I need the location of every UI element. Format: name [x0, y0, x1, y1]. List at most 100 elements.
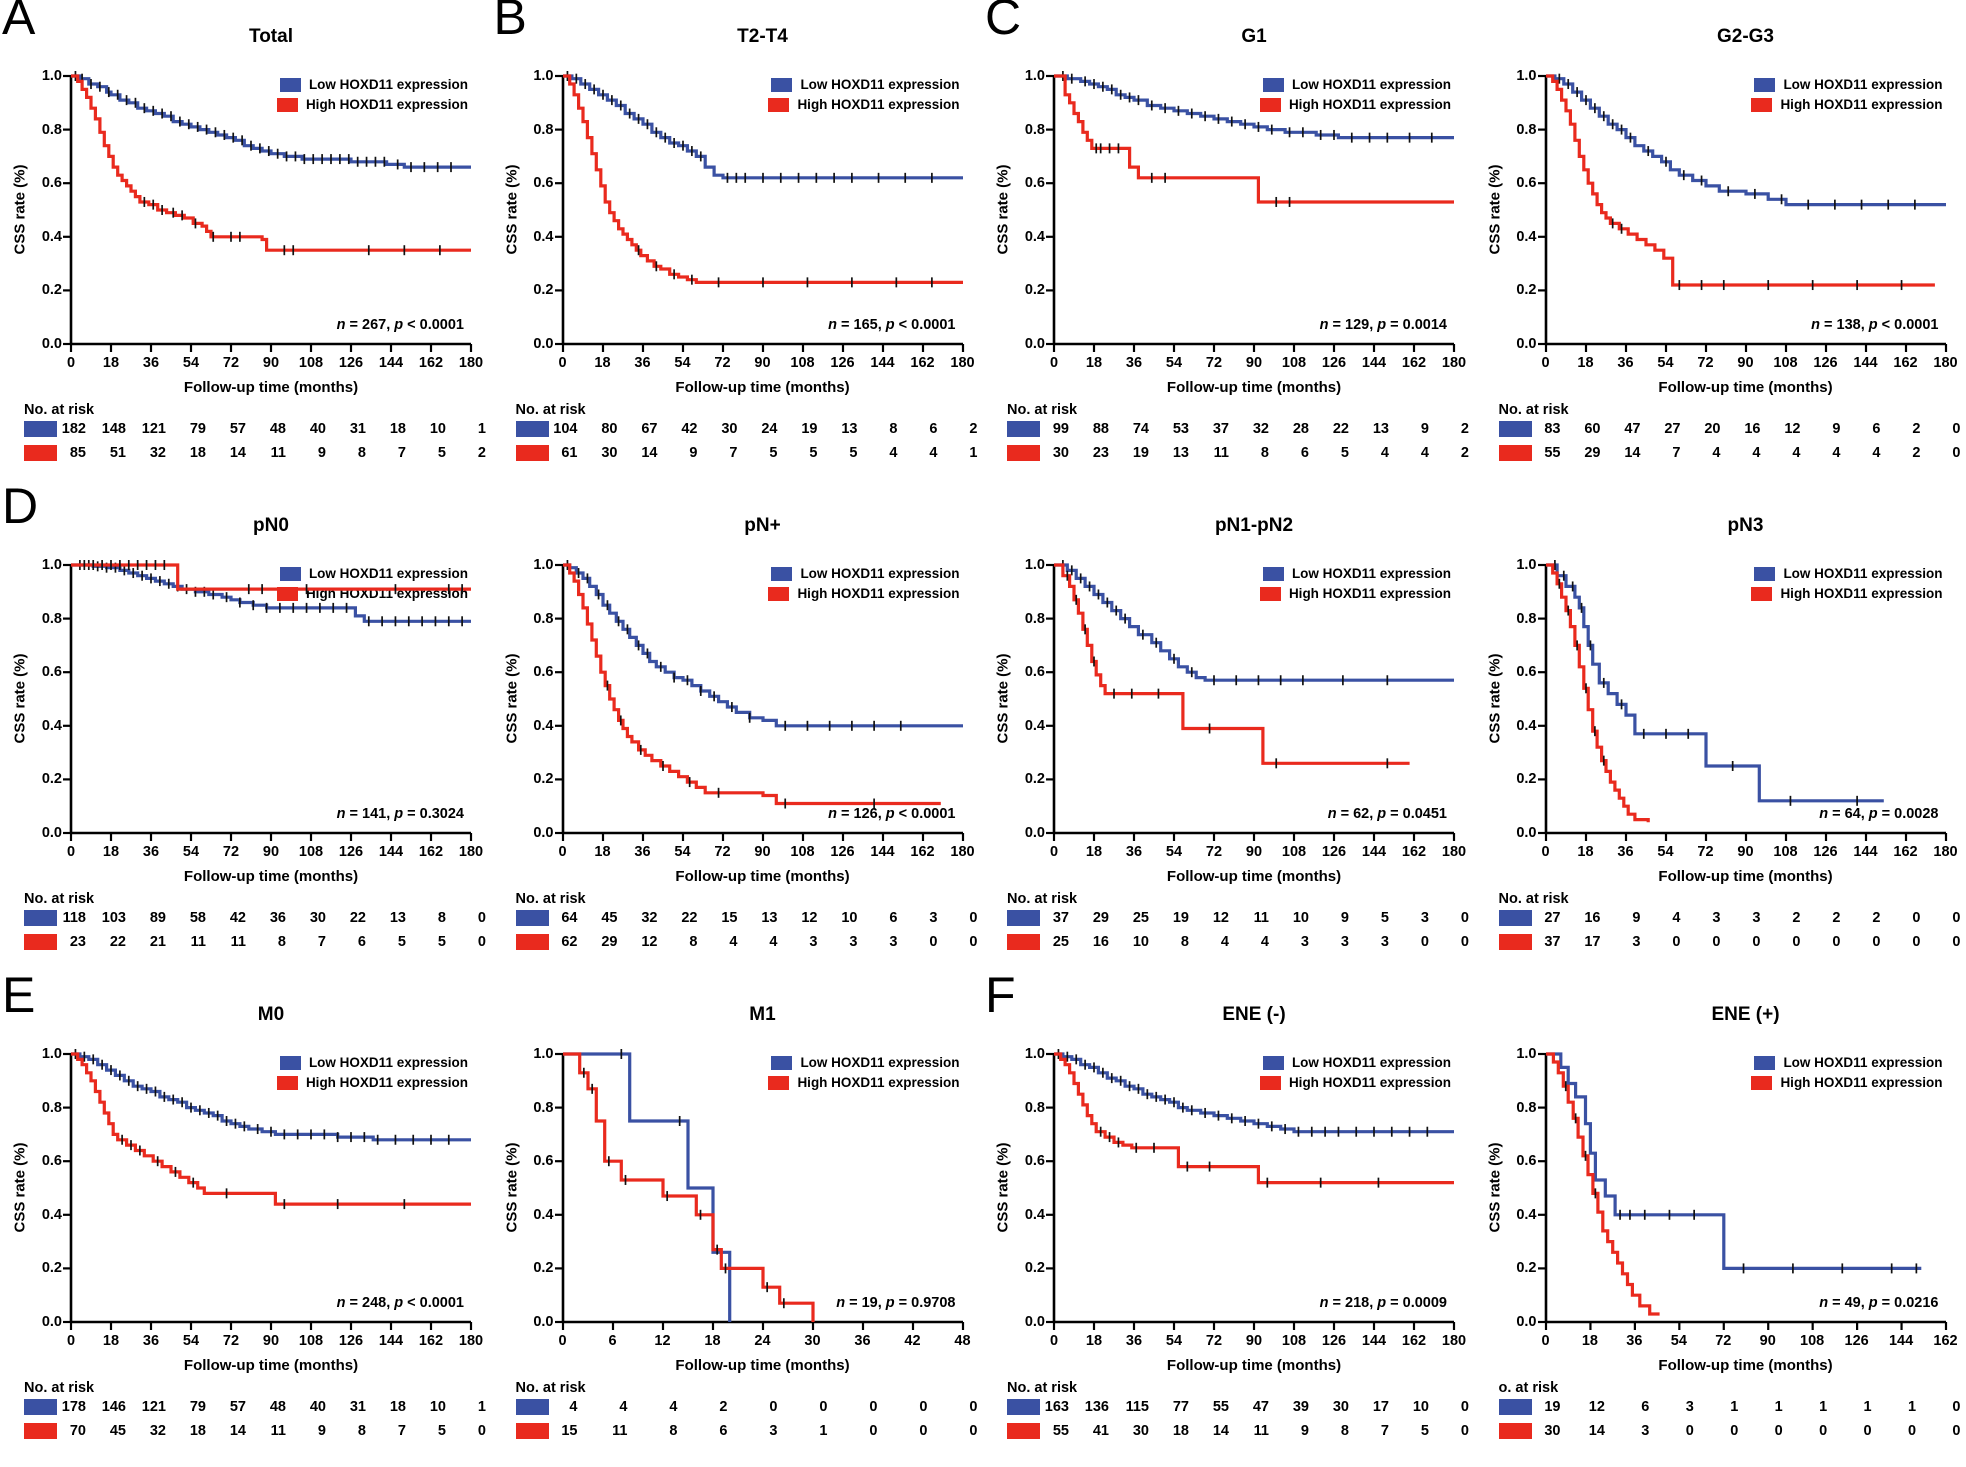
y-tick-label: 0.2 — [41, 282, 62, 299]
km-curve-low — [562, 563, 963, 728]
x-tick-label: 72 — [1697, 355, 1714, 371]
risk-count-high: 18 — [189, 445, 206, 461]
x-tick-label: 48 — [954, 1333, 971, 1349]
legend: Low HOXD11 expression High HOXD11 expres… — [1751, 77, 1943, 112]
x-tick-label: 180 — [950, 355, 975, 371]
y-tick-label: 0.2 — [533, 282, 554, 299]
x-tick-label: 54 — [1670, 1333, 1687, 1349]
risk-count-high: 29 — [601, 934, 618, 950]
risk-count-low: 1 — [477, 421, 486, 437]
x-tick-label: 180 — [1933, 844, 1958, 860]
stats-annotation: n = 141, p = 0.3024 — [336, 806, 464, 822]
y-tick-label: 0.2 — [1516, 771, 1537, 788]
risk-swatch-high — [1498, 934, 1532, 950]
chart-title: M0 — [257, 1004, 285, 1025]
risk-count-low: 146 — [101, 1399, 126, 1415]
x-tick-label: 108 — [298, 1333, 324, 1349]
risk-count-high: 1 — [819, 1423, 828, 1439]
x-tick-label: 126 — [1321, 355, 1347, 371]
risk-count-high: 9 — [317, 445, 326, 461]
risk-count-low: 40 — [309, 421, 326, 437]
x-tick-label: 18 — [1085, 1333, 1103, 1349]
risk-count-low: 1 — [1863, 1399, 1872, 1415]
risk-count-low: 3 — [929, 910, 938, 926]
km-curve-high — [1054, 74, 1454, 204]
risk-count-high: 8 — [357, 445, 366, 461]
risk-count-low: 18 — [389, 421, 406, 437]
risk-table-header: No. at risk — [1007, 891, 1078, 907]
risk-count-high: 22 — [109, 934, 126, 950]
km-curve-high — [562, 563, 941, 806]
risk-count-high: 41 — [1092, 1423, 1109, 1439]
y-tick-label: 1.0 — [533, 68, 554, 84]
y-axis-label: CSS rate (%) — [1486, 1142, 1503, 1233]
y-tick-label: 0.0 — [1024, 336, 1045, 352]
legend: Low HOXD11 expression High HOXD11 expres… — [276, 1055, 468, 1090]
x-tick-label: 72 — [1205, 355, 1223, 371]
y-tick-label: 0.2 — [1024, 1260, 1045, 1277]
km-curve-high — [1054, 1052, 1454, 1185]
km-curve-high — [71, 1052, 471, 1206]
risk-count-low: 83 — [1544, 421, 1561, 437]
risk-count-high: 0 — [1907, 1423, 1917, 1439]
km-curve-high — [71, 563, 471, 591]
risk-count-high: 12 — [641, 934, 658, 950]
km-curve-low — [562, 74, 963, 180]
y-axis-label: CSS rate (%) — [994, 164, 1012, 255]
y-tick-label: 1.0 — [1516, 557, 1537, 573]
x-tick-label: 54 — [182, 844, 200, 860]
risk-count-low: 32 — [1252, 421, 1269, 437]
y-tick-label: 0.6 — [1024, 175, 1045, 192]
x-tick-label: 108 — [790, 355, 815, 371]
risk-count-low: 2 — [1872, 910, 1881, 926]
x-tick-label: 90 — [1245, 1333, 1263, 1349]
legend-swatch-high — [1259, 97, 1281, 112]
y-tick-label: 0.4 — [41, 228, 62, 245]
legend-label-low: Low HOXD11 expression — [308, 566, 468, 581]
legend-swatch-low — [1262, 77, 1284, 92]
x-tick-label: 108 — [298, 844, 324, 860]
risk-count-low: 0 — [969, 1399, 978, 1415]
legend-swatch-high — [276, 97, 298, 112]
risk-count-low: 9 — [1832, 421, 1841, 437]
x-tick-label: 162 — [1933, 1333, 1958, 1349]
risk-count-high: 4 — [889, 445, 898, 461]
x-tick-label: 18 — [594, 844, 611, 860]
y-tick-label: 0.6 — [533, 664, 554, 681]
x-tick-label: 72 — [1715, 1333, 1732, 1349]
risk-count-low: 0 — [769, 1399, 778, 1415]
risk-count-low: 10 — [429, 1399, 446, 1415]
x-tick-label: 162 — [1401, 355, 1427, 371]
legend-swatch-low — [771, 77, 793, 92]
risk-count-high: 1 — [969, 445, 978, 461]
risk-count-low: 0 — [1912, 910, 1921, 926]
risk-count-low: 2 — [1912, 421, 1921, 437]
x-tick-label: 126 — [338, 844, 364, 860]
x-tick-label: 144 — [378, 1333, 404, 1349]
panel-letter: E — [2, 967, 36, 1023]
stats-annotation: n = 138, p < 0.0001 — [1811, 317, 1939, 333]
legend-row-low: Low HOXD11 expression — [1262, 566, 1451, 581]
risk-count-high: 0 — [477, 934, 486, 950]
risk-table-header: No. at risk — [24, 402, 95, 418]
risk-count-high: 21 — [149, 934, 166, 950]
y-tick-label: 0.0 — [533, 825, 554, 841]
x-tick-label: 54 — [182, 355, 200, 371]
x-tick-label: 36 — [1125, 1333, 1143, 1349]
risk-count-low: 57 — [229, 421, 246, 437]
risk-count-low: 9 — [1340, 910, 1349, 926]
x-axis-label: Follow-up time (months) — [1166, 379, 1342, 396]
risk-count-low: 178 — [61, 1399, 86, 1415]
x-tick-label: 54 — [1165, 355, 1183, 371]
chart-title: pN1-pN2 — [1214, 515, 1294, 536]
km-plot — [1046, 560, 1456, 841]
risk-count-high: 14 — [1588, 1423, 1605, 1439]
x-axis-label: Follow-up time (months) — [675, 379, 850, 396]
risk-count-low: 27 — [1544, 910, 1561, 926]
risk-count-low: 1 — [1819, 1399, 1828, 1415]
risk-count-high: 4 — [729, 934, 738, 950]
risk-count-low: 1 — [1907, 1399, 1917, 1415]
legend-row-low: Low HOXD11 expression — [279, 1055, 468, 1070]
x-tick-label: 108 — [1800, 1333, 1825, 1349]
x-tick-label: 54 — [674, 355, 691, 371]
